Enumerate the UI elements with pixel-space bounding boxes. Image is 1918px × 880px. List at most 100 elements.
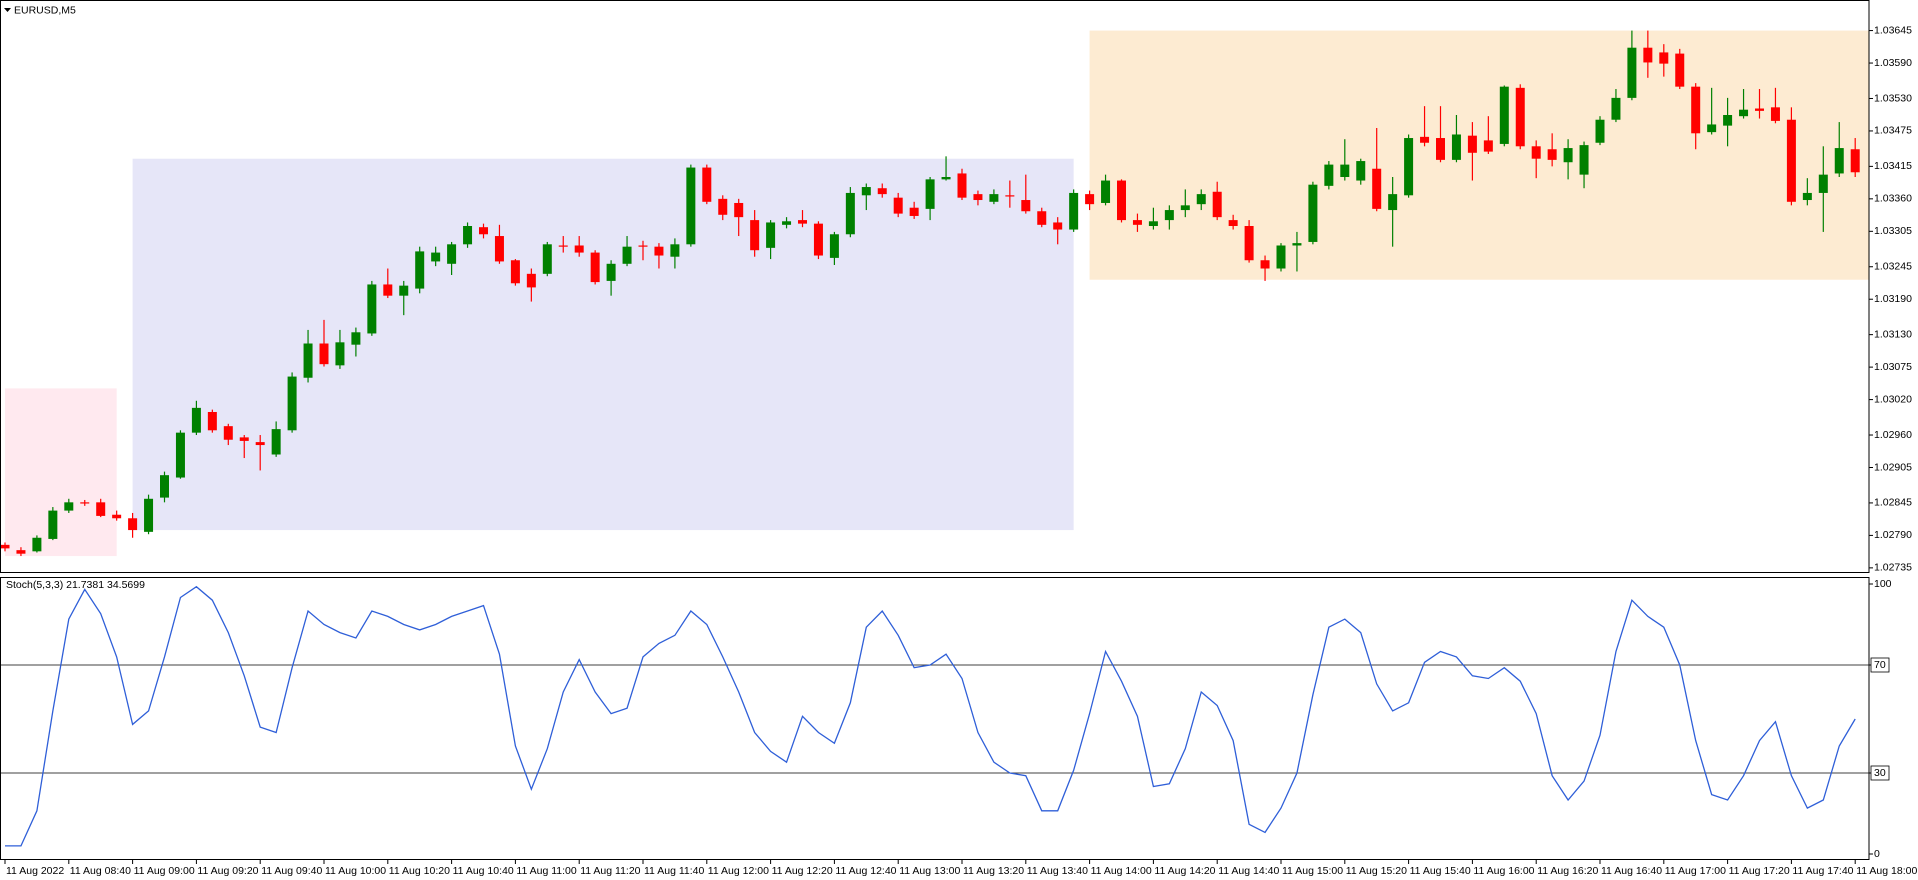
- x-tick-label: 11 Aug 13:20: [963, 865, 1024, 877]
- symbol-menu-arrow[interactable]: [4, 8, 11, 12]
- candle-body: [622, 246, 632, 264]
- candle-body: [1723, 115, 1733, 126]
- stoch-line: [5, 585, 1856, 847]
- candle-body: [0, 544, 10, 549]
- x-tick-label: 11 Aug 17:20: [1729, 865, 1790, 877]
- candle-body: [989, 194, 999, 202]
- candle-body: [1117, 180, 1126, 221]
- y-tick-label: 1.03190: [1874, 293, 1912, 305]
- candle-body: [1196, 194, 1206, 205]
- candle-body: [893, 197, 903, 214]
- x-tick-label: 11 Aug 11:20: [580, 865, 640, 877]
- candle-body: [223, 426, 233, 440]
- y-tick-label: 1.03415: [1874, 160, 1912, 172]
- candle-body: [845, 192, 855, 235]
- candle-body: [734, 202, 744, 218]
- x-tick-label: 11 Aug 12:20: [772, 865, 833, 877]
- x-tick-label: 11 Aug 09:40: [261, 865, 322, 877]
- candle-body: [606, 263, 616, 281]
- candle-body: [1850, 149, 1860, 173]
- candle-body: [1053, 222, 1063, 230]
- candle-body: [1786, 119, 1796, 202]
- candle-body: [351, 332, 361, 345]
- candle-body: [367, 284, 377, 334]
- zones: [5, 30, 1869, 557]
- candle-body: [160, 475, 169, 498]
- candle-body: [1276, 245, 1286, 269]
- y-tick-label: 1.02735: [1874, 562, 1912, 574]
- candle-body: [925, 179, 935, 209]
- candle-body: [494, 236, 504, 262]
- candle-body: [1755, 108, 1764, 111]
- candle-body: [798, 220, 807, 224]
- level-label-box: [1870, 657, 1890, 673]
- candle-body: [1499, 86, 1509, 144]
- candle-body: [287, 376, 297, 431]
- y-tick-label: 1.02905: [1874, 461, 1912, 473]
- y-tick-label: 30: [1874, 767, 1886, 779]
- candle-body: [750, 220, 760, 251]
- candle-body: [1675, 53, 1685, 87]
- y-tick-label: 0: [1874, 848, 1880, 860]
- candle-body: [1531, 146, 1541, 159]
- candle-body: [1005, 195, 1015, 197]
- candle-body: [1164, 210, 1174, 221]
- candle-body: [1643, 47, 1653, 63]
- candle-body: [702, 167, 712, 202]
- candle-body: [1372, 168, 1382, 209]
- candle-body: [1085, 194, 1095, 205]
- y-tick-label: 1.03360: [1874, 193, 1912, 205]
- stoch-title: Stoch(5,3,3) 21.7381 34.5699: [6, 579, 145, 591]
- y-tick-label: 1.03590: [1874, 57, 1912, 69]
- candle-body: [1148, 221, 1158, 227]
- candle-body: [1691, 86, 1701, 134]
- candle-body: [128, 518, 138, 531]
- candle-body: [1483, 140, 1493, 152]
- y-tick-label: 1.03530: [1874, 92, 1912, 104]
- candle-body: [399, 285, 409, 296]
- candle-body: [686, 167, 696, 245]
- candle-body: [973, 194, 983, 201]
- candle-body: [1260, 260, 1270, 269]
- x-tick-label: 11 Aug 14:00: [1091, 865, 1152, 877]
- candle-body: [1595, 119, 1605, 143]
- candle-body: [1180, 205, 1190, 211]
- candle-body: [1611, 97, 1621, 120]
- candle-body: [1101, 180, 1111, 203]
- x-tick-label: 11 Aug 16:40: [1601, 865, 1662, 877]
- candle-body: [670, 244, 680, 257]
- candle-body: [32, 537, 42, 552]
- candle-body: [718, 198, 728, 215]
- candle-body: [1818, 174, 1828, 193]
- y-tick-label: 1.03020: [1874, 393, 1912, 405]
- y-tick-label: 1.02845: [1874, 497, 1912, 509]
- candle-body: [1420, 136, 1430, 143]
- candle-body: [1451, 134, 1461, 160]
- candle-body: [319, 343, 329, 365]
- candle-body: [1467, 135, 1477, 153]
- candle-body: [447, 244, 457, 264]
- candle-body: [383, 284, 393, 296]
- candle-body: [1069, 192, 1079, 230]
- candle-body: [1834, 148, 1844, 174]
- candle-body: [574, 245, 584, 253]
- candle-body: [1132, 220, 1142, 225]
- candle-body: [16, 550, 26, 554]
- candle-body: [1244, 226, 1254, 261]
- zone: [1089, 30, 1869, 280]
- candle-body: [526, 273, 536, 288]
- candle-body: [1579, 145, 1589, 175]
- candle-body: [303, 343, 313, 378]
- candle-body: [1037, 211, 1047, 225]
- x-tick-label: 11 Aug 11:40: [644, 865, 704, 877]
- candle-body: [271, 429, 281, 455]
- x-tick-label: 11 Aug 11:00: [516, 865, 576, 877]
- candle-body: [1802, 192, 1812, 201]
- candle-body: [479, 227, 488, 235]
- x-tick-label: 11 Aug 08:40: [70, 865, 131, 877]
- x-tick-label: 11 Aug 2022: [6, 865, 64, 877]
- candle-body: [877, 188, 887, 195]
- candle-body: [64, 502, 74, 511]
- x-tick-label: 11 Aug 10:00: [325, 865, 386, 877]
- candle-body: [80, 502, 90, 504]
